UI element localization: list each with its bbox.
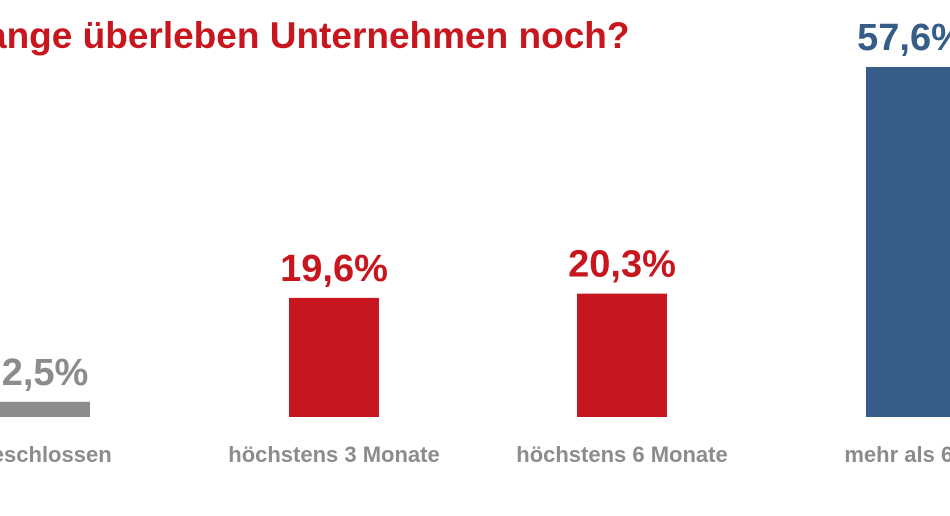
bar-hoechstens-3-monate — [289, 297, 379, 417]
bar-geschlossen — [0, 401, 90, 417]
bars-layer — [0, 67, 950, 417]
value-label-mehr-als-6-m: 57,6% — [857, 17, 950, 59]
bar-hoechstens-6-monate — [577, 293, 667, 417]
value-label-hoechstens-3-monate: 19,6% — [280, 248, 388, 290]
category-labels-layer: geschlossen höchstens 3 Monate höchstens 6… — [0, 442, 950, 467]
value-label-geschlossen: 2,5% — [2, 352, 89, 394]
category-label-mehr-als-6-m: mehr als 6 M — [844, 442, 950, 467]
category-label-hoechstens-6-monate: höchstens 6 Monate — [516, 442, 727, 467]
value-labels-layer: 2,5% 19,6% 20,3% 57,6% — [2, 17, 950, 394]
chart-title: ange überleben Unternehmen noch? — [0, 15, 629, 56]
value-label-hoechstens-6-monate: 20,3% — [568, 244, 676, 286]
category-label-geschlossen: geschlossen — [0, 442, 112, 467]
bar-mehr-als-6-m — [866, 67, 950, 417]
category-label-hoechstens-3-monate: höchstens 3 Monate — [228, 442, 439, 467]
